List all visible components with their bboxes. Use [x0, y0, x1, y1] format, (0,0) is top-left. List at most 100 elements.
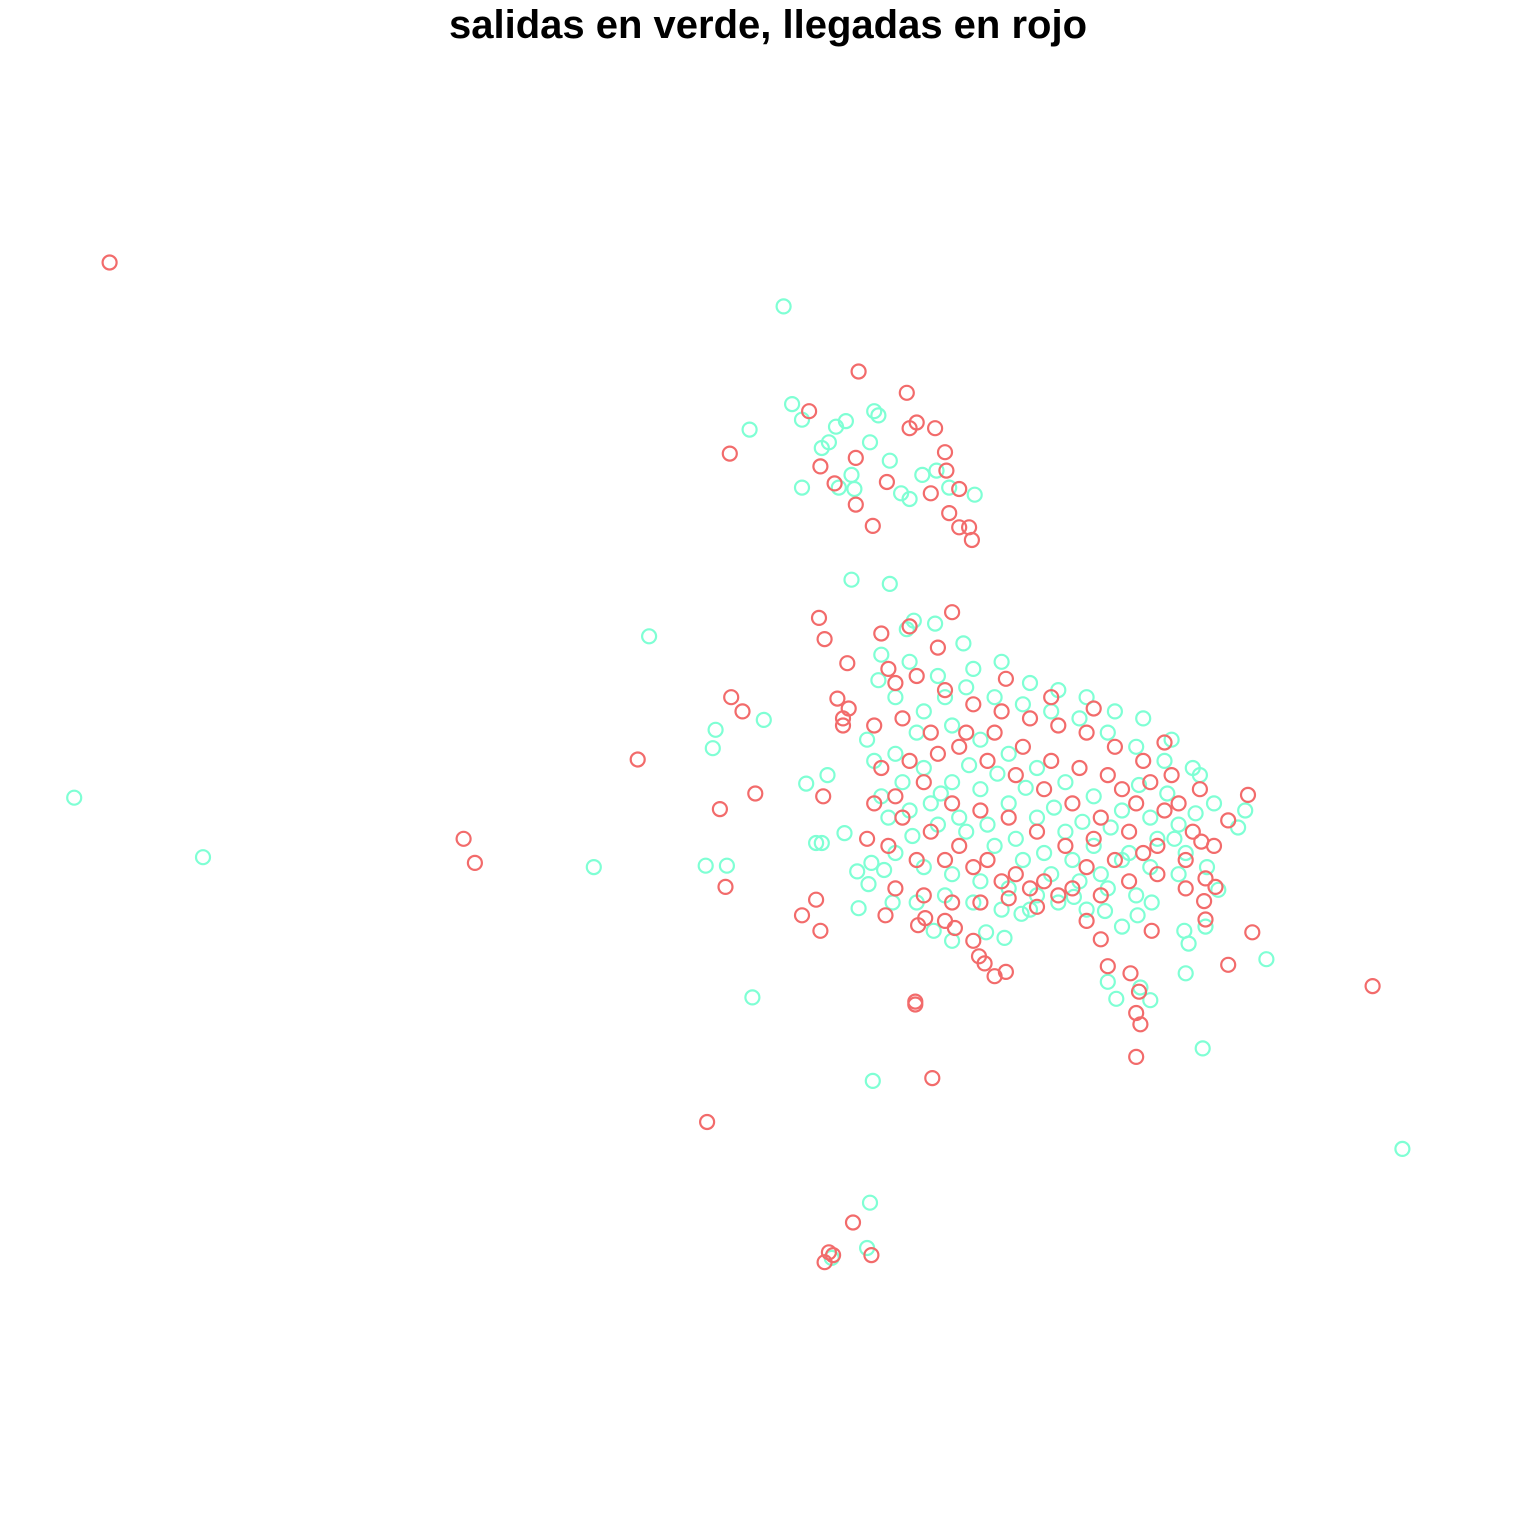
point-llegadas — [943, 795, 961, 812]
point-llegadas — [929, 639, 947, 656]
point-llegadas — [734, 703, 751, 720]
point-llegadas — [880, 660, 897, 678]
point-salidas — [951, 809, 968, 826]
point-llegadas — [1177, 851, 1194, 869]
point-salidas — [1050, 894, 1067, 911]
point-llegadas — [793, 907, 811, 924]
point-salidas — [843, 466, 860, 483]
point-salidas — [718, 857, 736, 874]
point-llegadas — [1007, 866, 1024, 883]
point-salidas — [887, 689, 904, 706]
point-salidas — [798, 775, 815, 792]
point-llegadas — [1128, 1048, 1145, 1066]
point-salidas — [901, 490, 918, 508]
point-salidas — [928, 462, 945, 479]
point-llegadas — [807, 891, 825, 908]
point-salidas — [1064, 851, 1081, 869]
point-salidas — [863, 854, 880, 872]
point-salidas — [1021, 901, 1039, 918]
point-salidas — [640, 628, 658, 645]
point-llegadas — [1135, 752, 1152, 770]
point-llegadas — [1106, 851, 1124, 869]
point-llegadas — [834, 717, 852, 734]
point-salidas — [965, 660, 982, 678]
point-llegadas — [866, 717, 883, 734]
point-salidas — [904, 827, 921, 845]
point-salidas — [1177, 844, 1194, 862]
point-salidas — [1078, 901, 1095, 918]
point-salidas — [887, 745, 904, 762]
series-salidas — [66, 298, 1411, 1267]
point-llegadas — [1195, 892, 1213, 910]
point-llegadas — [1197, 870, 1214, 887]
point-salidas — [1130, 776, 1148, 794]
point-llegadas — [951, 519, 968, 536]
point-salidas — [1205, 795, 1223, 812]
point-salidas — [1229, 819, 1247, 836]
point-salidas — [1258, 951, 1275, 968]
point-llegadas — [1050, 717, 1067, 734]
point-llegadas — [1099, 766, 1116, 784]
point-salidas — [943, 774, 961, 791]
point-salidas — [870, 672, 887, 689]
point-llegadas — [717, 878, 734, 896]
point-llegadas — [986, 724, 1003, 741]
point-llegadas — [951, 480, 968, 498]
point-salidas — [943, 932, 961, 949]
point-salidas — [836, 824, 853, 842]
point-llegadas — [839, 655, 856, 672]
point-llegadas — [958, 724, 975, 741]
point-salidas — [993, 653, 1010, 670]
series-llegadas — [101, 254, 1381, 1271]
point-salidas — [932, 785, 949, 802]
point-llegadas — [908, 667, 925, 685]
point-salidas — [866, 403, 883, 420]
point-salidas — [755, 711, 772, 729]
point-llegadas — [936, 912, 954, 930]
point-salidas — [914, 466, 931, 483]
point-llegadas — [1085, 830, 1102, 847]
point-llegadas — [880, 837, 897, 855]
point-llegadas — [943, 894, 961, 911]
point-llegadas — [1092, 931, 1109, 948]
point-llegadas — [1197, 911, 1214, 928]
point-llegadas — [1143, 922, 1160, 939]
point-llegadas — [909, 917, 927, 934]
point-llegadas — [901, 618, 918, 635]
point-salidas — [1142, 992, 1159, 1009]
point-salidas — [943, 866, 961, 883]
point-llegadas — [1207, 878, 1224, 896]
point-llegadas — [721, 445, 738, 462]
point-salidas — [1163, 731, 1180, 748]
point-salidas — [66, 789, 83, 806]
point-salidas — [741, 421, 758, 438]
point-llegadas — [858, 830, 876, 847]
point-llegadas — [1364, 977, 1381, 995]
point-llegadas — [101, 254, 118, 271]
point-llegadas — [1130, 983, 1148, 1000]
point-salidas — [861, 1194, 879, 1211]
point-salidas — [1237, 802, 1254, 819]
point-salidas — [958, 679, 975, 696]
point-salidas — [707, 721, 724, 738]
point-salidas — [830, 479, 847, 496]
point-llegadas — [1184, 823, 1201, 840]
point-salidas — [849, 863, 866, 880]
point-salidas — [775, 298, 792, 315]
point-salidas — [1021, 674, 1039, 692]
point-llegadas — [864, 517, 881, 535]
point-llegadas — [844, 1214, 862, 1231]
point-salidas — [1177, 965, 1194, 982]
point-llegadas — [887, 880, 904, 897]
point-salidas — [1166, 830, 1183, 847]
point-salidas — [986, 837, 1003, 855]
point-llegadas — [866, 795, 883, 812]
point-salidas — [697, 857, 714, 874]
point-llegadas — [907, 993, 924, 1010]
point-salidas — [870, 407, 887, 424]
point-llegadas — [455, 830, 472, 847]
point-llegadas — [1239, 786, 1257, 804]
point-llegadas — [873, 625, 890, 642]
point-llegadas — [1000, 890, 1017, 907]
